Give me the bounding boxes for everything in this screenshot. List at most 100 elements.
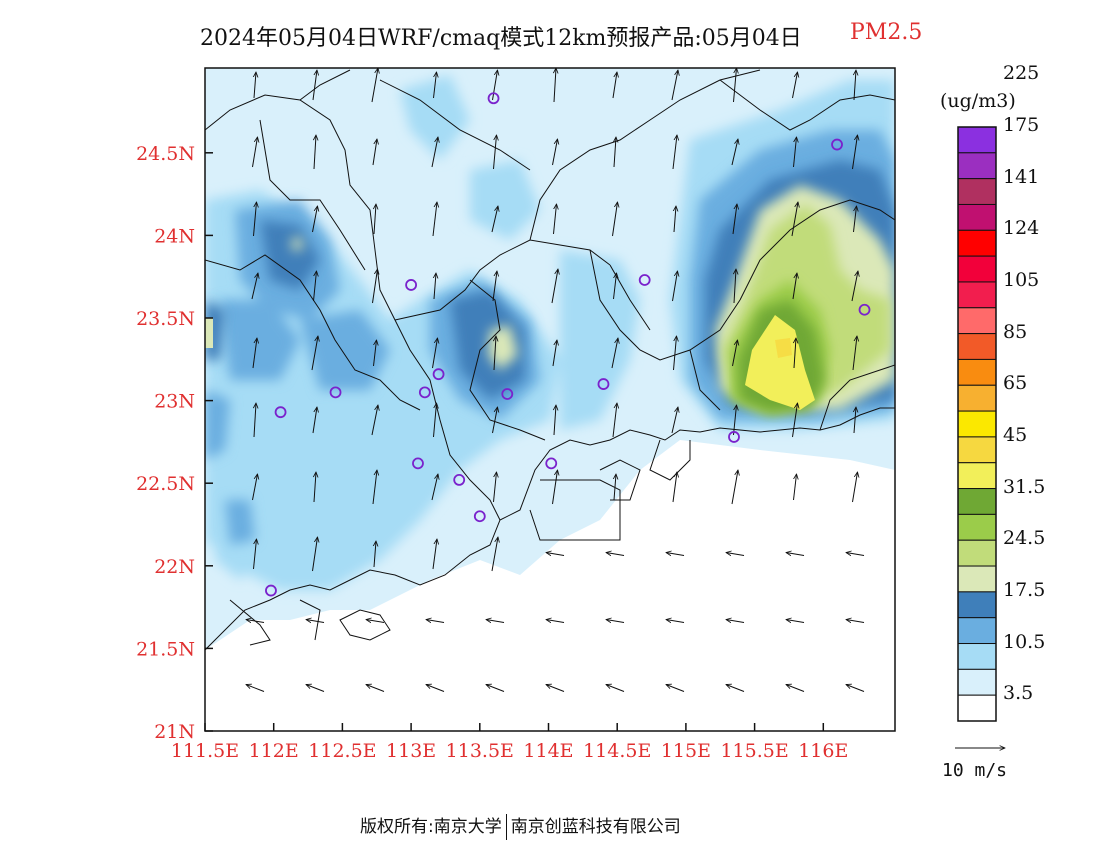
colorbar-swatch xyxy=(957,410,997,438)
station-marker xyxy=(728,431,740,443)
colorbar-swatch xyxy=(957,152,997,180)
wind-arrow xyxy=(846,685,865,692)
wind-arrow xyxy=(492,70,498,101)
wind-arrow xyxy=(786,685,805,692)
colorbar-label: 124 xyxy=(1003,217,1040,240)
station-marker xyxy=(597,378,610,390)
colorbar-swatch xyxy=(957,643,997,670)
wind-arrow xyxy=(491,206,498,233)
lon-tick-label: 113E xyxy=(386,740,436,762)
wind-arrow xyxy=(246,620,265,623)
colorbar-swatch xyxy=(957,668,997,696)
wind-arrow xyxy=(432,202,437,237)
wind-arrow xyxy=(791,202,798,237)
colorbar-label: 45 xyxy=(1003,423,1028,446)
colorbar-swatch xyxy=(957,307,997,335)
colorbar-swatch xyxy=(957,539,997,567)
copyright-org2: 南京创蓝科技有限公司 xyxy=(510,817,681,837)
wind-arrow xyxy=(546,685,565,692)
station-marker xyxy=(453,473,466,486)
wind-arrow xyxy=(306,685,325,692)
copyright: 版权所有:南京大学 南京创蓝科技有限公司 xyxy=(360,812,681,840)
wind-arrow xyxy=(846,752,864,759)
colorbar-swatch xyxy=(957,358,997,386)
wind-arrow xyxy=(792,403,798,438)
wind-arrow xyxy=(606,620,625,623)
colorbar-label: 225 xyxy=(1003,62,1040,85)
wind-arrow xyxy=(312,407,317,434)
station-marker xyxy=(265,584,277,597)
wind-arrow xyxy=(552,340,557,367)
wind-arrow xyxy=(492,407,498,434)
colorbar-swatch xyxy=(957,203,997,231)
station-marker xyxy=(545,457,558,470)
wind-arrow xyxy=(546,620,565,623)
lat-tick-label: 21.5N xyxy=(136,638,195,660)
wind-arrow xyxy=(493,135,497,170)
wind-arrow xyxy=(611,338,618,369)
wind-arrow xyxy=(793,474,797,501)
colorbar-swatch xyxy=(957,488,997,515)
wind-arrow xyxy=(674,206,676,233)
map-frame xyxy=(204,67,896,732)
wind-arrow xyxy=(372,139,377,166)
colorbar-label: 141 xyxy=(1003,165,1040,188)
station-marker xyxy=(487,92,500,105)
wind-arrow xyxy=(672,271,678,302)
colorbar-swatch xyxy=(957,617,997,645)
wind-arrow xyxy=(426,685,445,692)
wind-arrow xyxy=(371,68,378,103)
lon-tick-label: 112.5E xyxy=(308,740,376,762)
station-markers xyxy=(265,92,871,597)
colorbar-swatch xyxy=(957,229,997,257)
wind-arrow xyxy=(612,403,617,438)
wind-arrow xyxy=(786,620,805,623)
wind-arrow xyxy=(606,553,625,556)
wind-arrow xyxy=(432,338,438,369)
colorbar-frame xyxy=(957,126,997,722)
wind-arrow xyxy=(671,70,678,101)
lat-tick-label: 21N xyxy=(154,721,195,743)
wind-arrow xyxy=(732,204,737,235)
wind-arrow xyxy=(253,202,257,237)
wind-arrow xyxy=(374,541,376,568)
wind-arrow xyxy=(671,407,678,434)
wind-arrow xyxy=(733,405,737,436)
wind-arrow xyxy=(252,137,258,168)
wind-arrow xyxy=(553,204,557,235)
lat-tick-label: 24N xyxy=(154,225,195,247)
wind-arrow xyxy=(254,72,256,99)
colorbar-swatch xyxy=(957,565,997,593)
station-marker xyxy=(405,279,418,291)
wind-arrow xyxy=(312,537,318,572)
wind-arrow xyxy=(732,340,738,367)
wind-arrow xyxy=(366,620,385,623)
wind-arrow xyxy=(313,271,317,302)
colorbar-swatch xyxy=(957,591,997,619)
lon-tick-label: 113.5E xyxy=(446,740,514,762)
wind-arrow xyxy=(726,620,745,623)
colorbar-label: 3.5 xyxy=(1003,682,1034,705)
wind-arrow xyxy=(854,407,856,434)
lon-tick-label: 115E xyxy=(661,740,711,762)
wind-arrow xyxy=(852,472,858,503)
copyright-separator xyxy=(505,814,507,840)
concentration-field xyxy=(205,68,895,731)
lon-tick-label: 114.5E xyxy=(583,740,651,762)
wind-arrow xyxy=(254,403,256,438)
wind-arrow xyxy=(726,685,745,692)
wind-arrow xyxy=(252,474,258,501)
station-marker xyxy=(501,388,514,400)
colorbar xyxy=(957,126,997,722)
station-marker xyxy=(473,510,486,523)
wind-arrow xyxy=(792,72,798,99)
wind-arrow xyxy=(551,269,558,304)
wind-arrow xyxy=(731,470,738,505)
colorbar-swatch xyxy=(957,462,997,490)
wind-arrow xyxy=(492,271,497,302)
wind-arrow xyxy=(434,273,436,300)
wind-arrow xyxy=(314,472,316,503)
lon-axis: 111.5E 112E 112.5E 113E 113.5E 114E 114.5E 115E… xyxy=(171,723,848,762)
colorbar-label: 17.5 xyxy=(1003,578,1046,601)
